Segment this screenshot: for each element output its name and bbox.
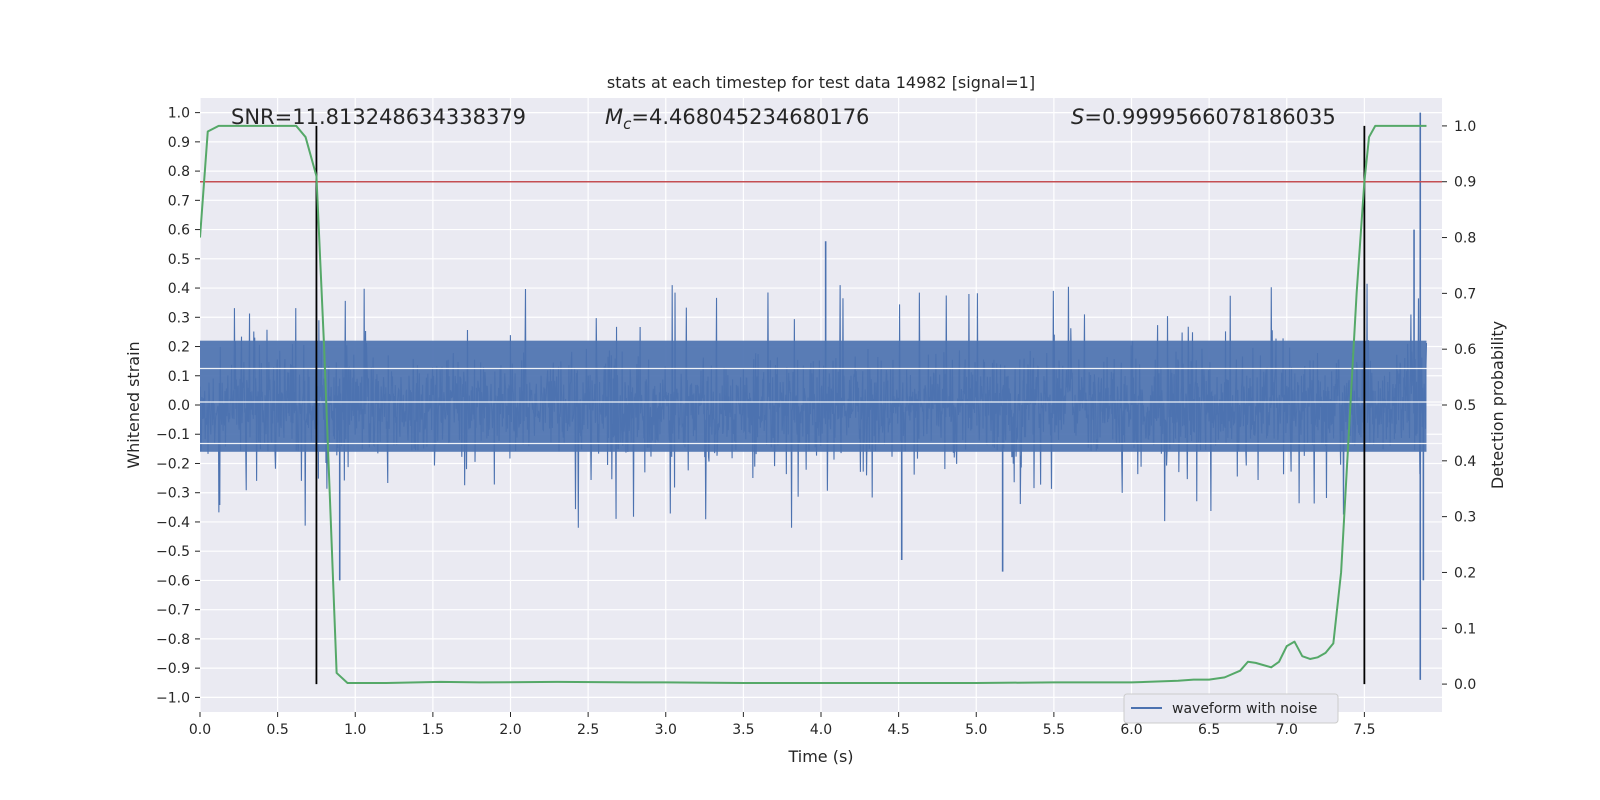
annotation-significance-value: =0.9999566078186035 <box>1084 105 1335 129</box>
y-tick-label: 0.4 <box>168 281 190 297</box>
series-waveform-with-noise <box>200 112 1442 680</box>
annotation-significance-symbol: S <box>1071 105 1084 129</box>
y-right-tick-label: 0.4 <box>1454 454 1476 470</box>
y-right-tick-label: 0.0 <box>1454 677 1476 693</box>
x-axis-label: Time (s) <box>787 747 853 766</box>
y-tick-label: 0.6 <box>168 223 190 239</box>
annotation-snr: SNR=11.813248634338379 <box>231 105 526 129</box>
y-right-tick-label: 0.1 <box>1454 621 1476 637</box>
y-tick-label: 0.9 <box>168 135 190 151</box>
y-tick-label: 0.0 <box>168 398 190 414</box>
overlay-layer <box>200 125 1442 685</box>
annotation-chirp-mass-value: =4.468045234680176 <box>631 105 869 129</box>
probability-line <box>200 124 1427 684</box>
legend: waveform with noise <box>1123 693 1339 724</box>
annotation-chirp-mass-sub: c <box>623 115 632 133</box>
y-tick-label: −0.7 <box>156 603 190 619</box>
x-tick-label: 3.5 <box>732 722 754 738</box>
annotation-chirp-mass-symbol: M <box>605 105 623 129</box>
y-tick-label: −0.9 <box>156 661 190 677</box>
y-tick-label: 0.3 <box>168 310 190 326</box>
x-tick-label: 2.0 <box>499 722 521 738</box>
x-tick-label: 7.5 <box>1353 722 1375 738</box>
y-tick-label: −0.1 <box>156 427 190 443</box>
annotation-significance: S=0.9999566078186035 <box>1071 105 1336 129</box>
x-tick-label: 1.0 <box>344 722 366 738</box>
x-tick-label: 4.5 <box>887 722 909 738</box>
axis-ticks: 0.0 0.5 1.0 1.5 2.0 2.5 3.0 3.5 4.0 4.5 5.0 5.5 6.0 6… <box>156 106 1476 738</box>
y-tick-label: −1.0 <box>156 690 190 706</box>
y-tick-label: −0.5 <box>156 544 190 560</box>
y-right-tick-label: 0.7 <box>1454 286 1476 302</box>
x-tick-label: 7.0 <box>1276 722 1298 738</box>
y-tick-label: 0.5 <box>168 252 190 268</box>
x-tick-label: 4.0 <box>810 722 832 738</box>
y-right-tick-label: 0.8 <box>1454 231 1476 247</box>
x-tick-label: 1.5 <box>422 722 444 738</box>
y-tick-label: −0.4 <box>156 515 190 531</box>
x-tick-label: 0.0 <box>189 722 211 738</box>
x-tick-label: 5.0 <box>965 722 987 738</box>
y-tick-label: 0.1 <box>168 369 190 385</box>
waveform-core-band <box>200 340 1427 452</box>
x-tick-label: 0.5 <box>266 722 288 738</box>
y-tick-label: −0.8 <box>156 632 190 648</box>
y-right-tick-label: 0.9 <box>1454 175 1476 191</box>
y-right-tick-label: 1.0 <box>1454 119 1476 135</box>
y-right-tick-label: 0.3 <box>1454 510 1476 526</box>
series-detection-probability <box>200 124 1427 684</box>
legend-box <box>1123 693 1339 724</box>
y-right-tick-label: 0.5 <box>1454 398 1476 414</box>
y-right-tick-label: 0.6 <box>1454 342 1476 358</box>
x-tick-label: 6.0 <box>1120 722 1142 738</box>
y-tick-label: 0.7 <box>168 193 190 209</box>
y-tick-label: −0.3 <box>156 486 190 502</box>
y-tick-label: 0.8 <box>168 164 190 180</box>
annotation-chirp-mass: Mc=4.468045234680176 <box>605 105 869 133</box>
legend-entry: waveform with noise <box>1172 701 1317 717</box>
y-tick-label: 0.2 <box>168 340 190 356</box>
x-tick-label: 6.5 <box>1198 722 1220 738</box>
chart-title: stats at each timestep for test data 149… <box>607 73 1035 92</box>
y-axis-right-label: Detection probability <box>1488 321 1507 489</box>
x-tick-label: 5.5 <box>1043 722 1065 738</box>
y-tick-label: 1.0 <box>168 106 190 122</box>
y-right-tick-label: 0.2 <box>1454 565 1476 581</box>
y-tick-label: −0.2 <box>156 456 190 472</box>
y-axis-label: Whitened strain <box>124 341 143 468</box>
x-tick-label: 3.0 <box>655 722 677 738</box>
x-tick-label: 2.5 <box>577 722 599 738</box>
y-tick-label: −0.6 <box>156 573 190 589</box>
